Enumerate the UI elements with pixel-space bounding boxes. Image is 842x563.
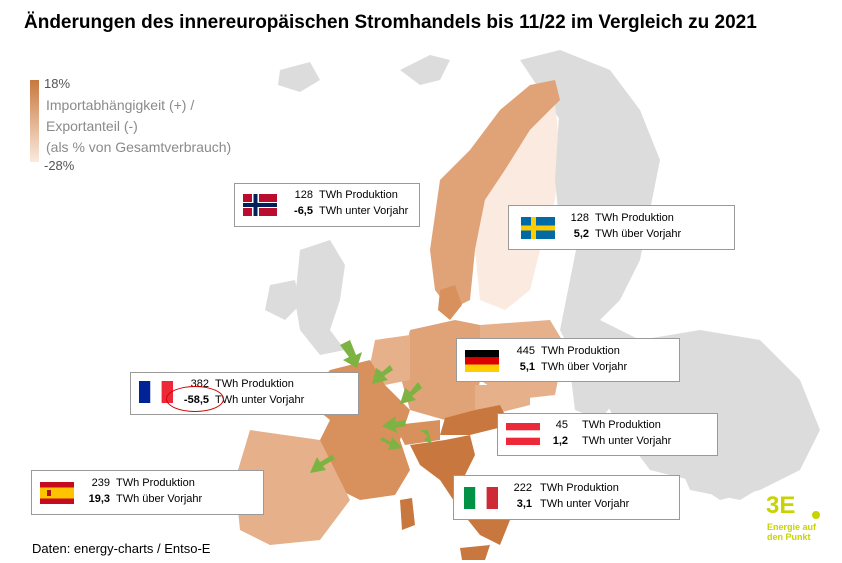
germany-infobox: 445 TWh Produktion 5,1 TWh über Vorjahr [456,338,680,382]
flow-arrows [310,340,432,473]
sicily-region [460,545,490,560]
legend-line-2: Exportanteil (-) [46,118,138,134]
legend-gradient-bar [30,80,39,162]
france-change-label: TWh unter Vorjahr [215,394,305,406]
sweden-production: 128 [570,212,589,224]
brand-tagline-line-1: Energie auf [767,522,817,532]
brand-logo-dot-icon [812,511,820,519]
brand-logo: 3E [766,492,796,519]
norway-production: 128 [294,189,313,201]
flow-arrow-benelux-france [372,365,393,384]
germany-change-label: TWh über Vorjahr [541,361,628,373]
austria-change-label: TWh unter Vorjahr [582,435,672,447]
denmark-region [438,285,462,320]
legend-line-3: (als % von Gesamtverbrauch) [46,139,232,155]
spain-production-label: TWh Produktion [116,477,195,489]
austria-infobox: 45 TWh Produktion 1,2 TWh unter Vorjahr [497,413,718,456]
sweden-change: 5,2 [573,228,589,240]
italy-production: 222 [513,482,532,494]
brand-tagline: Energie auf den Punkt [767,522,827,542]
data-source-note: Daten: energy-charts / Entso-E [32,541,211,556]
legend-line-1: Importabhängigkeit (+) / [46,97,195,113]
austria-production-label: TWh Produktion [582,419,661,431]
spain-change-label: TWh über Vorjahr [116,493,203,505]
spain-infobox: 239 TWh Produktion 19,3 TWh über Vorjahr [31,470,264,515]
italy-infobox: 222 TWh Produktion 3,1 TWh unter Vorjahr [453,475,680,520]
sardinia-region [400,498,415,530]
france-infobox: 382 TWh Produktion -58,5 TWh unter Vorja… [130,372,359,415]
france-change-highlight-circle [166,386,224,412]
chart-title: Änderungen des innereuropäischen Stromha… [24,12,757,33]
legend-max: 18% [44,76,71,91]
austria-production: 45 [555,419,568,431]
spain-flag-icon [40,482,74,504]
italy-change-label: TWh unter Vorjahr [540,498,630,510]
italy-production-label: TWh Produktion [540,482,619,494]
sweden-infobox: 128 TWh Produktion 5,2 TWh über Vorjahr [508,205,735,250]
svalbard [400,55,450,85]
sweden-change-label: TWh über Vorjahr [595,228,682,240]
norway-infobox: 128 TWh Produktion -6,5 TWh unter Vorjah… [234,183,420,227]
spain-production: 239 [91,477,110,489]
spain-region [235,430,350,545]
flow-arrow-spain-france [310,455,335,473]
italy-flag-icon [464,487,498,509]
austria-change: 1,2 [552,435,568,447]
flow-arrow-austria-switzerland [420,430,432,444]
germany-production-label: TWh Produktion [541,345,620,357]
ireland [265,280,300,320]
germany-change: 5,1 [519,361,535,373]
france-production-label: TWh Produktion [215,378,294,390]
flow-arrow-switzerland-france [382,416,406,433]
norway-change: -6,5 [294,205,313,217]
legend: 18% Importabhängigkeit (+) / Exportantei… [30,76,290,176]
germany-flag-icon [465,350,499,372]
legend-min: -28% [44,158,75,173]
italy-change: 3,1 [516,498,532,510]
flow-arrow-italy-france [380,437,402,450]
germany-production: 445 [516,345,535,357]
iceland [278,62,320,92]
great-britain [295,240,345,355]
norway-region [430,80,560,310]
austria-region [440,405,510,435]
norway-flag-icon [243,194,277,216]
legend-description: Importabhängigkeit (+) / Exportanteil (-… [46,95,231,158]
norway-change-label: TWh unter Vorjahr [319,205,409,217]
austria-flag-icon [506,423,540,445]
brand-tagline-line-2: den Punkt [767,532,811,542]
sweden-production-label: TWh Produktion [595,212,674,224]
spain-change: 19,3 [88,493,110,505]
norway-production-label: TWh Produktion [319,189,398,201]
sweden-flag-icon [521,217,555,239]
france-flag-icon [139,381,173,403]
flow-arrow-germany-france [400,382,422,404]
flow-arrow-uk-france [340,340,362,368]
